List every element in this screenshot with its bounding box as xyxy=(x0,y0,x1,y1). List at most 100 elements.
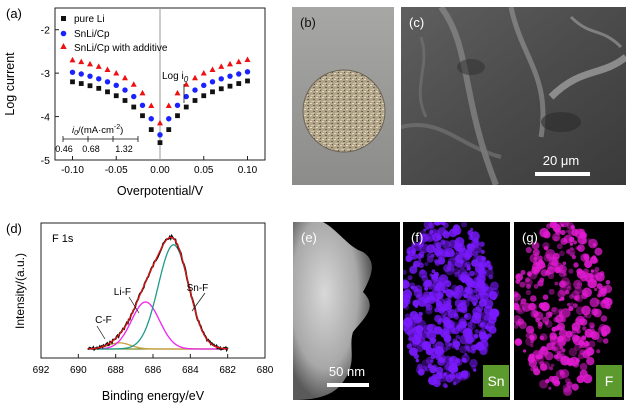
eds-signal xyxy=(565,249,571,254)
eds-signal xyxy=(549,332,558,340)
eds-signal xyxy=(418,258,422,262)
eds-signal xyxy=(573,240,577,245)
eds-signal xyxy=(589,297,600,308)
eds-signal xyxy=(462,358,468,364)
eds-signal xyxy=(425,307,433,315)
eds-signal xyxy=(530,295,537,302)
eds-signal xyxy=(557,290,566,298)
eds-signal xyxy=(537,280,544,287)
panel-c-photo: (c) 20 μm xyxy=(400,5,629,187)
eds-signal xyxy=(407,329,416,338)
panel-d-chart: (d) F 1s 692 690 688 686 684 682 680 Intensity… xyxy=(6,221,274,403)
point-snli-cp-additive xyxy=(200,69,207,76)
point-snli-cp-additive xyxy=(192,74,198,81)
eds-signal xyxy=(568,236,575,243)
eds-signal xyxy=(596,349,601,354)
eds-signal xyxy=(545,249,556,259)
point-snli-cp xyxy=(87,73,93,79)
eds-signal xyxy=(441,306,445,311)
eds-signal xyxy=(575,246,579,250)
eds-signal xyxy=(423,228,427,232)
point-pure-li xyxy=(122,98,128,103)
eds-signal xyxy=(448,323,456,331)
point-snli-cp xyxy=(183,93,189,100)
eds-signal xyxy=(566,285,572,291)
eds-signal xyxy=(442,314,446,318)
eds-signal xyxy=(588,273,594,278)
eds-signal xyxy=(466,291,475,300)
eds-signal xyxy=(557,335,564,342)
eds-signal xyxy=(564,378,571,384)
eds-signal xyxy=(569,246,574,252)
eds-signal xyxy=(594,287,598,291)
peak-label-li-f: Li-F xyxy=(114,287,131,298)
eds-signal xyxy=(577,246,582,251)
eds-signal xyxy=(442,230,449,236)
eds-signal xyxy=(425,347,434,356)
eds-signal xyxy=(576,375,585,384)
eds-signal xyxy=(414,334,420,340)
point-snli-cp xyxy=(148,116,154,122)
eds-signal xyxy=(548,288,555,295)
point-snli-cp-additive xyxy=(244,56,251,62)
eds-signal xyxy=(581,305,591,316)
point-snli-cp xyxy=(139,102,146,108)
point-snli-cp xyxy=(122,87,128,93)
eds-signal xyxy=(417,241,424,248)
eds-signal xyxy=(584,260,593,269)
eds-signal xyxy=(401,269,407,275)
eds-signal xyxy=(412,341,419,348)
eds-signal xyxy=(435,251,443,258)
eds-signal xyxy=(555,326,560,331)
point-snli-cp xyxy=(96,76,102,82)
panel-a-inset: i0/(mA·cm-2) 0.46 0.68 1.32 xyxy=(55,124,139,154)
eds-signal xyxy=(538,354,543,360)
eds-signal xyxy=(448,228,458,238)
eds-signal xyxy=(598,323,607,332)
point-pure-li xyxy=(175,113,180,119)
eds-signal xyxy=(426,330,437,340)
eds-signal xyxy=(578,318,583,322)
eds-signal xyxy=(573,303,578,308)
eds-signal xyxy=(437,257,446,265)
eds-signal xyxy=(573,279,583,289)
eds-signal xyxy=(442,289,447,294)
eds-signal xyxy=(545,379,550,384)
eds-signal xyxy=(468,235,474,241)
eds-signal xyxy=(542,294,549,300)
eds-signal xyxy=(421,331,429,339)
eds-signal xyxy=(445,265,455,276)
eds-signal xyxy=(526,284,531,289)
eds-signal xyxy=(442,346,448,352)
eds-signal xyxy=(553,343,563,354)
eds-signal xyxy=(409,310,419,320)
eds-signal xyxy=(427,363,433,369)
eds-signal xyxy=(515,273,524,281)
eds-signal xyxy=(534,252,540,258)
eds-signal xyxy=(432,279,442,289)
point-snli-cp-additive xyxy=(130,81,137,87)
eds-signal xyxy=(568,305,574,312)
panel-c-label: (c) xyxy=(409,15,424,30)
eds-signal xyxy=(577,234,587,245)
panel-d-curves xyxy=(87,233,229,353)
eds-signal xyxy=(554,281,559,286)
y-tick-label: -3 xyxy=(41,68,50,80)
eds-signal xyxy=(604,297,613,307)
panel-b-label: (b) xyxy=(300,15,316,30)
point-pure-li xyxy=(131,104,137,110)
eds-signal xyxy=(571,383,579,391)
eds-signal xyxy=(434,307,440,313)
eds-signal xyxy=(409,347,418,356)
eds-signal xyxy=(435,354,442,361)
eds-signal xyxy=(443,264,452,273)
panel-a-data-points xyxy=(69,56,251,146)
eds-signal xyxy=(431,269,436,274)
panel-b-image: (b) xyxy=(292,7,394,185)
panel-f-photo: (f) Sn xyxy=(398,214,510,400)
eds-signal xyxy=(525,277,531,283)
li-disc xyxy=(302,69,386,153)
pointer-c-f xyxy=(96,325,106,340)
eds-signal xyxy=(445,288,454,298)
eds-signal xyxy=(467,333,476,343)
